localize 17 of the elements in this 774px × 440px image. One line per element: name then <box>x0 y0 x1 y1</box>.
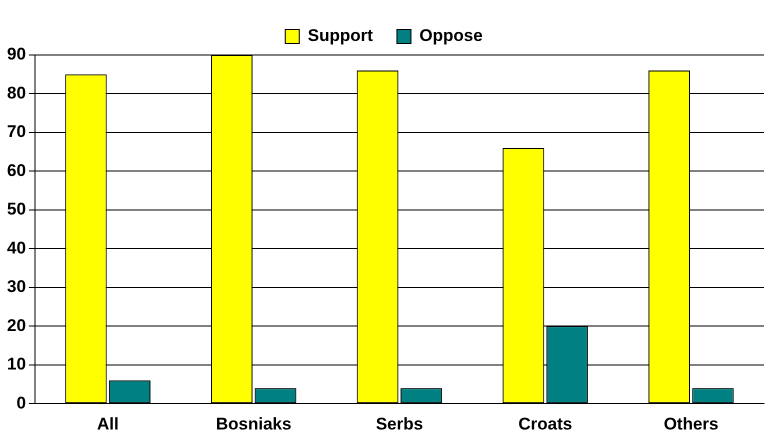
y-tick-label: 20 <box>6 316 26 335</box>
x-tick-label: Bosniaks <box>216 414 292 434</box>
y-tick-label: 60 <box>6 160 26 180</box>
y-tick-label: 70 <box>6 122 26 142</box>
y-tick-label: 90 <box>6 44 26 64</box>
x-tick-label: All <box>96 414 119 434</box>
x-tick-label: Croats <box>518 414 572 434</box>
y-tick-label: 30 <box>6 277 26 296</box>
y-tick-label: 10 <box>6 354 26 374</box>
y-tick-label: 40 <box>6 238 26 258</box>
y-tick-label: 80 <box>6 83 26 102</box>
x-tick-label: Others <box>664 414 718 434</box>
y-tick-label: 50 <box>6 200 26 219</box>
x-tick-label: Serbs <box>376 414 424 434</box>
y-tick-label: 0 <box>16 393 26 412</box>
legend-label: Oppose <box>419 26 483 46</box>
legend-label: Support <box>308 26 374 46</box>
